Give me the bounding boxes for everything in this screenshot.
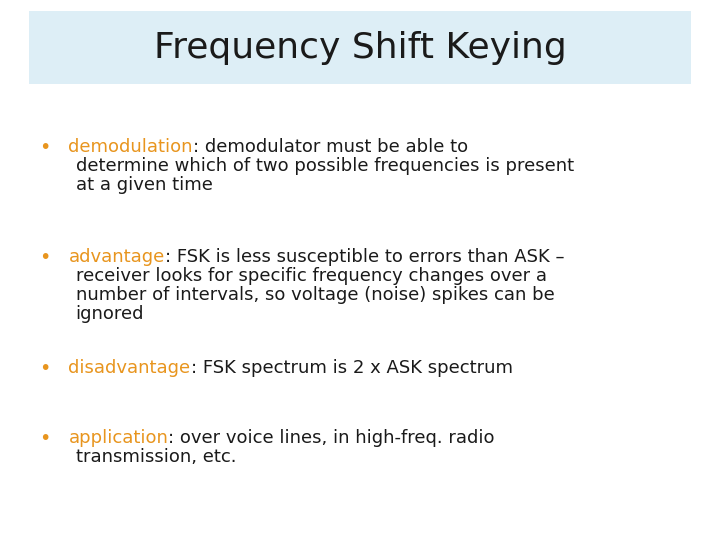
Text: Frequency Shift Keying: Frequency Shift Keying (153, 31, 567, 64)
Text: determine which of two possible frequencies is present: determine which of two possible frequenc… (76, 157, 574, 175)
Text: •: • (40, 138, 51, 157)
Text: •: • (40, 429, 51, 448)
FancyBboxPatch shape (29, 11, 691, 84)
Text: : FSK spectrum is 2 x ASK spectrum: : FSK spectrum is 2 x ASK spectrum (191, 359, 513, 377)
Text: •: • (40, 359, 51, 378)
Text: •: • (40, 248, 51, 267)
Text: : over voice lines, in high-freq. radio: : over voice lines, in high-freq. radio (168, 429, 495, 447)
Text: application: application (68, 429, 168, 447)
Text: at a given time: at a given time (76, 176, 212, 194)
Text: : FSK is less susceptible to errors than ASK –: : FSK is less susceptible to errors than… (165, 248, 564, 266)
Text: ignored: ignored (76, 306, 144, 323)
Text: receiver looks for specific frequency changes over a: receiver looks for specific frequency ch… (76, 267, 546, 286)
Text: number of intervals, so voltage (noise) spikes can be: number of intervals, so voltage (noise) … (76, 286, 554, 305)
Text: advantage: advantage (68, 248, 165, 266)
Text: demodulation: demodulation (68, 138, 193, 156)
Text: transmission, etc.: transmission, etc. (76, 448, 236, 467)
Text: disadvantage: disadvantage (68, 359, 191, 377)
Text: : demodulator must be able to: : demodulator must be able to (193, 138, 468, 156)
